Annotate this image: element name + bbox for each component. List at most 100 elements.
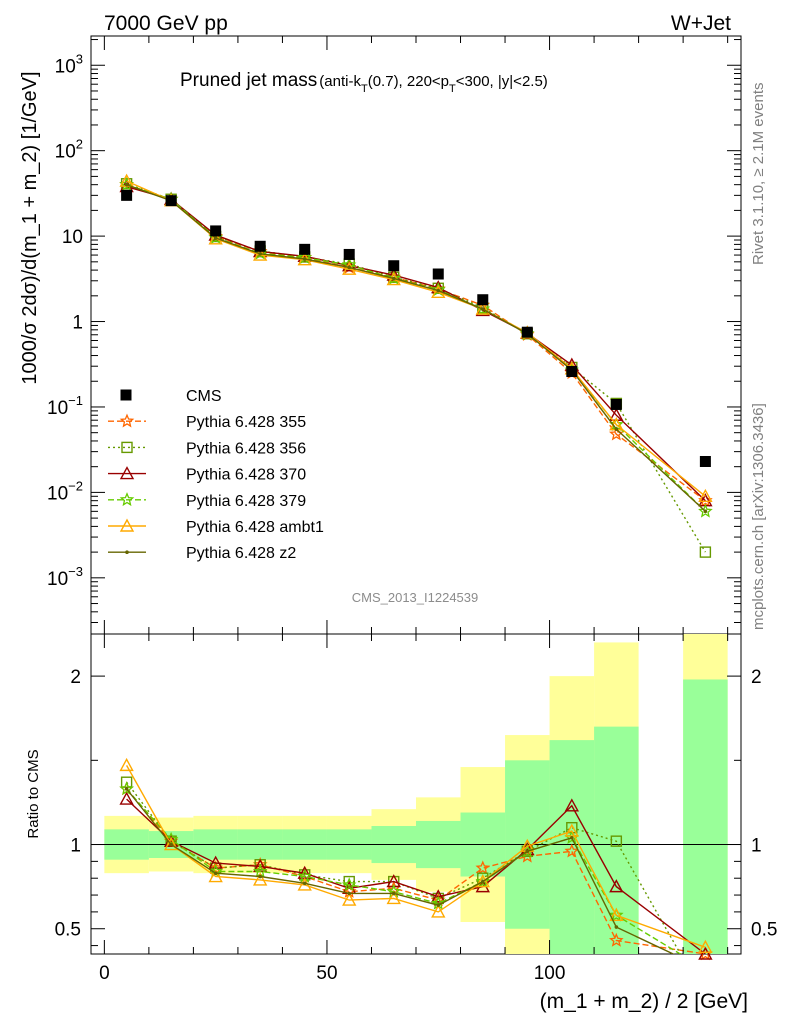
series-marker [119,791,134,805]
series-marker [258,874,262,879]
series-marker [698,488,713,503]
legend-label: Pythia 6.428 ambt1 [186,519,324,536]
series-marker [614,925,619,929]
series-marker [386,890,401,905]
rivet-version-label: Rivet 3.1.10, ≥ 2.1M events [750,83,767,266]
ratio-y-tick-label-right: 0.5 [751,920,777,941]
x-axis-title: (m_1 + m_2) / 2 [GeV] [540,990,748,1013]
ratio-line [126,798,706,954]
series-marker [121,441,133,454]
ratio-y-tick-label: 0.5 [55,920,81,941]
main-series-layer [119,173,713,558]
series-marker [169,842,173,847]
series-marker [480,879,485,884]
series-marker [208,855,223,869]
legend-entry-pythia-6-428-356: Pythia 6.428 356 [108,440,306,457]
series-marker [525,849,530,854]
series-marker [119,757,134,772]
series-marker [386,270,402,285]
y-tick-label: 10 [62,227,83,248]
series-marker [163,837,179,851]
series-marker [119,466,135,480]
series-marker [347,891,352,896]
data-point [521,326,533,338]
series-marker [609,879,624,893]
ratio-y-tick-label-right: 1 [751,836,762,857]
band-inner-bin [683,679,728,954]
series-marker [564,798,580,812]
analysis-id: CMS_2013_I1224539 [352,590,479,605]
series-marker [258,252,262,256]
series-marker [475,874,490,888]
legend-label: Pythia 6.428 355 [186,414,306,431]
series-marker [213,871,218,875]
series-marker [208,231,223,245]
y-tick-label: 10−1 [47,393,83,419]
series-marker [391,276,396,281]
ratio-y-tick-label-right: 2 [751,667,762,688]
data-point [210,225,222,237]
series-marker [208,869,223,883]
series-marker [119,781,134,796]
series-marker [302,257,307,261]
ratio-uncertainty-bands [104,634,728,954]
energy-label: 7000 GeV pp [104,12,228,35]
main-y-axis-title: 1000/σ 2dσ)/d(m_1 + m_2) [1/GeV] [19,71,41,384]
series-marker [703,509,708,514]
data-point [610,398,622,410]
data-point [120,389,132,401]
y-tick-label: 10−2 [47,478,83,504]
legend-entry-pythia-6-428-370: Pythia 6.428 370 [108,466,306,484]
main-series-cms-data [121,189,711,467]
legend-label: Pythia 6.428 370 [186,467,306,484]
series-marker [119,413,135,428]
ratio-y-tick-label: 2 [70,667,81,688]
series-marker [614,427,619,431]
series-marker [699,546,712,558]
y-tick-label: 102 [55,137,83,163]
legend: CMS Pythia 6.428 355 Pythia 6.428 356 Pythi… [108,388,324,562]
mcplots-source-label: mcplots.cern.ch [arXiv:1306.3436] [750,403,767,630]
plot-title: Pruned jet mass (anti-kT(0.7), 220<pT<300… [180,70,548,95]
series-marker [436,288,441,293]
legend-entry-pythia-6-428-z2: Pythia 6.428 z2 [108,545,296,562]
data-point [121,189,133,201]
series-marker [436,903,441,907]
series-marker [698,946,713,960]
data-point [566,366,578,378]
series-marker [431,889,446,903]
data-point [254,240,266,252]
series-marker [347,265,352,270]
legend-entry-pythia-6-428-379: Pythia 6.428 379 [108,492,306,510]
series-marker [119,492,135,507]
legend-entry-cms: CMS [120,388,222,405]
y-tick-label: 103 [55,51,83,77]
series-marker [391,891,396,896]
data-point [477,294,489,306]
series-marker [341,877,357,892]
legend-label: Pythia 6.428 379 [186,493,306,510]
series-marker [608,932,624,947]
series-marker [608,907,624,922]
legend-label: Pythia 6.428 z2 [186,545,296,562]
ratio-y-axis-title: Ratio to CMS [25,749,42,838]
series-marker [119,518,135,532]
ratio-y-tick-label: 1 [70,836,81,857]
plot-title-cuts: (anti-kT(0.7), 220<pT<300, |y|<2.5) [319,73,548,95]
x-tick-label: 0 [99,963,110,984]
y-tick-label: 10−3 [47,564,83,590]
series-marker [342,892,357,906]
series-marker [475,860,491,875]
legend-entry-pythia-6-428-ambt1: Pythia 6.428 ambt1 [108,518,324,536]
data-point [699,455,711,467]
ratio-series-layer [119,757,713,961]
process-label: W+Jet [671,12,731,35]
data-point [343,248,355,260]
series-marker [343,875,355,888]
series-marker [431,904,446,918]
series-marker [302,881,307,886]
data-point [388,260,400,272]
series-marker [609,907,624,921]
series-marker [252,872,268,886]
